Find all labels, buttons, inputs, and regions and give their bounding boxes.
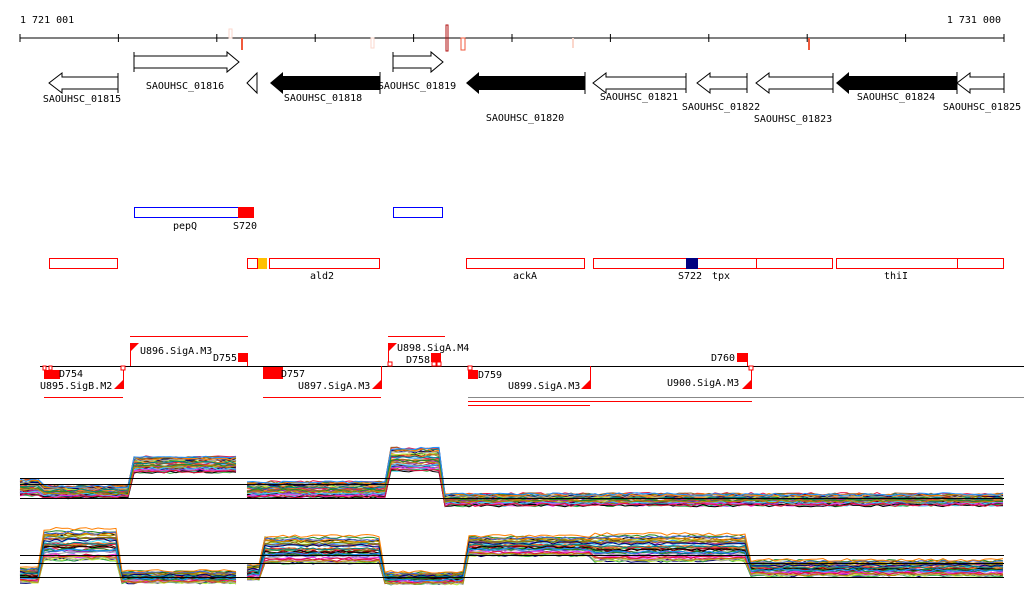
feature-ackA[interactable] <box>466 258 585 269</box>
tu-label[interactable]: U900.SigA.M3 <box>667 378 739 389</box>
tss-flag <box>388 343 397 352</box>
gene-label: SAOUHSC_01820 <box>486 113 564 124</box>
gene-label: SAOUHSC_01815 <box>43 94 121 105</box>
gene-label: SAOUHSC_01821 <box>600 92 678 103</box>
gene-SAOUHSC_01816[interactable]: SAOUHSC_01816 <box>133 50 240 92</box>
signal-mark <box>572 38 574 48</box>
expression-series <box>246 446 1004 497</box>
feature-S722[interactable] <box>686 258 698 269</box>
gene-label: SAOUHSC_01816 <box>146 81 224 92</box>
signal-mark <box>241 38 243 50</box>
expression-series <box>19 557 237 585</box>
coordinate-axis: 1 721 001 1 731 000 <box>19 15 1005 52</box>
gene-SAOUHSC_01824[interactable]: SAOUHSC_01824 <box>836 72 958 103</box>
expression-series <box>246 552 1004 585</box>
feature-box[interactable] <box>393 207 443 218</box>
gene-fragment <box>246 71 258 95</box>
terminator-mark <box>431 353 441 362</box>
feature-box[interactable] <box>957 258 1004 269</box>
gene-SAOUHSC_01821[interactable]: SAOUHSC_01821 <box>592 71 687 103</box>
terminator-mark <box>468 370 478 379</box>
gene-SAOUHSC_01822[interactable]: SAOUHSC_01822 <box>682 71 760 113</box>
expression-series <box>246 532 1004 574</box>
signal-mark <box>228 28 233 39</box>
feature-label: ald2 <box>310 271 334 282</box>
expression-series <box>19 530 237 575</box>
gene-track: SAOUHSC_01815 SAOUHSC_01816 SAOUHSC_0181… <box>43 50 1021 125</box>
gene-label: SAOUHSC_01825 <box>943 102 1021 113</box>
gene-label: SAOUHSC_01818 <box>284 93 362 104</box>
signal-mark <box>445 24 449 52</box>
gene-SAOUHSC_01819[interactable]: SAOUHSC_01819 <box>378 50 456 92</box>
feature-label: tpx <box>712 271 730 282</box>
tss-flag <box>130 343 139 352</box>
tu-label[interactable]: D760 <box>711 353 735 364</box>
feature-label: ackA <box>513 271 537 282</box>
forward-annotation-track: pepQ S720 <box>134 207 443 232</box>
gene-SAOUHSC_01820[interactable]: SAOUHSC_01820 <box>466 72 586 124</box>
terminator-mark <box>238 353 248 362</box>
signal-mark <box>370 37 375 49</box>
tu-lines <box>44 336 752 406</box>
gene-SAOUHSC_01825[interactable]: SAOUHSC_01825 <box>943 71 1021 113</box>
expression-series <box>246 551 1004 585</box>
feature-thiI[interactable] <box>836 258 958 269</box>
tu-label[interactable]: U898.SigA.M4 <box>397 343 469 354</box>
tu-label[interactable]: D758 <box>406 355 430 366</box>
feature-label: S722 <box>678 271 702 282</box>
expression-series <box>246 536 1004 576</box>
axis-end-label: 1 731 000 <box>947 15 1001 26</box>
feature-label: pepQ <box>173 221 197 232</box>
feature-box[interactable] <box>756 258 833 269</box>
tu-label[interactable]: U896.SigA.M3 <box>140 346 212 357</box>
feature-label: thiI <box>884 271 908 282</box>
gene-SAOUHSC_01815[interactable]: SAOUHSC_01815 <box>43 71 121 105</box>
feature-ald2[interactable] <box>269 258 380 269</box>
reverse-annotation-track: ald2 ackA S722 tpx thiI <box>49 258 1004 282</box>
feature-box[interactable] <box>247 258 258 269</box>
signal-mark <box>808 38 810 50</box>
signal-mark <box>460 37 466 51</box>
tu-label[interactable]: D755 <box>213 353 237 364</box>
expression-series <box>246 543 1004 579</box>
feature-box[interactable] <box>49 258 118 269</box>
terminator-mark <box>737 353 747 362</box>
tu-label[interactable]: D759 <box>478 370 502 381</box>
feature-S720[interactable] <box>238 207 254 218</box>
tu-label[interactable]: D757 <box>281 369 305 380</box>
terminator-mark <box>263 367 283 379</box>
tu-label[interactable]: U895.SigB.M2 <box>40 381 112 392</box>
expression-series <box>19 464 237 496</box>
axis-ticks <box>19 34 1005 42</box>
feature-pepQ[interactable] <box>134 207 239 218</box>
tu-label[interactable]: U899.SigA.M3 <box>508 381 580 392</box>
gene-label: SAOUHSC_01819 <box>378 81 456 92</box>
tu-label[interactable]: U897.SigA.M3 <box>298 381 370 392</box>
gene-label: SAOUHSC_01823 <box>754 114 832 125</box>
gene-SAOUHSC_01823[interactable]: SAOUHSC_01823 <box>754 71 834 125</box>
expression-track <box>19 446 1004 586</box>
expression-series <box>19 526 237 573</box>
tu-label[interactable]: D754 <box>59 369 83 380</box>
expression-series <box>246 540 1004 579</box>
expression-series <box>19 555 237 584</box>
expression-series <box>246 468 1004 508</box>
expression-series <box>246 461 1004 504</box>
gene-label: SAOUHSC_01824 <box>857 92 935 103</box>
feature-orange[interactable] <box>258 258 267 269</box>
feature-tpx[interactable] <box>593 258 763 269</box>
terminator-mark <box>44 370 60 379</box>
expression-series <box>19 460 237 493</box>
gene-label: SAOUHSC_01822 <box>682 102 760 113</box>
transcription-unit-track: U896.SigA.M3 D755 U898.SigA.M4 D758 D760… <box>40 336 1024 406</box>
axis-start-label: 1 721 001 <box>20 15 74 26</box>
expression-series <box>19 455 237 489</box>
gene-SAOUHSC_01818[interactable]: SAOUHSC_01818 <box>270 72 381 104</box>
expression-series <box>247 449 1004 498</box>
expression-series <box>246 546 1004 582</box>
feature-label: S720 <box>233 221 257 232</box>
